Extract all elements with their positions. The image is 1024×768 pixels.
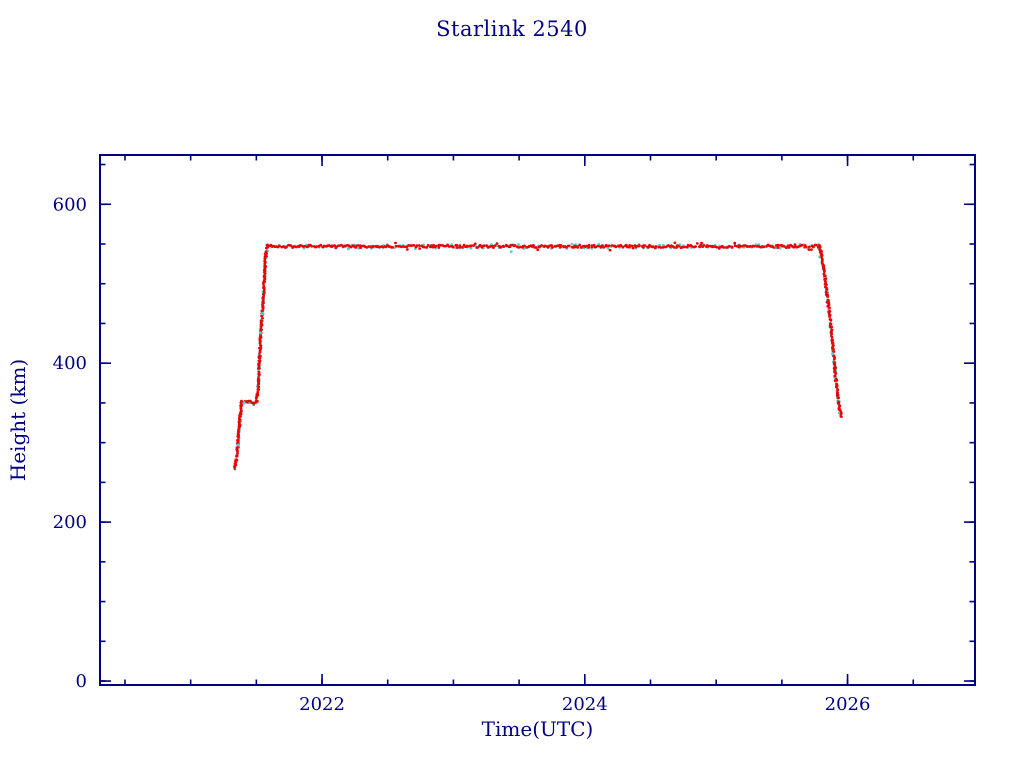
y-tick-label: 200 xyxy=(53,512,87,533)
x-axis-label: Time(UTC) xyxy=(481,717,594,741)
axis-ticks xyxy=(100,155,975,685)
y-tick-label: 400 xyxy=(53,353,87,374)
series-height-profile-red xyxy=(233,241,843,469)
cyan-highlight-points xyxy=(236,247,835,447)
chart-title: Starlink 2540 xyxy=(436,17,588,41)
x-tick-label: 2022 xyxy=(299,694,345,715)
x-tick-label: 2024 xyxy=(562,694,608,715)
y-tick-label: 0 xyxy=(76,671,87,692)
tick-labels: 2022 2024 2026 0 200 400 600 xyxy=(53,194,871,715)
plot-frame xyxy=(99,154,976,686)
series-tracked-cyan-underlay xyxy=(233,242,842,469)
series-tracked-dark-underlay xyxy=(233,243,843,471)
y-tick-label: 600 xyxy=(53,194,87,215)
x-tick-label: 2026 xyxy=(825,694,871,715)
